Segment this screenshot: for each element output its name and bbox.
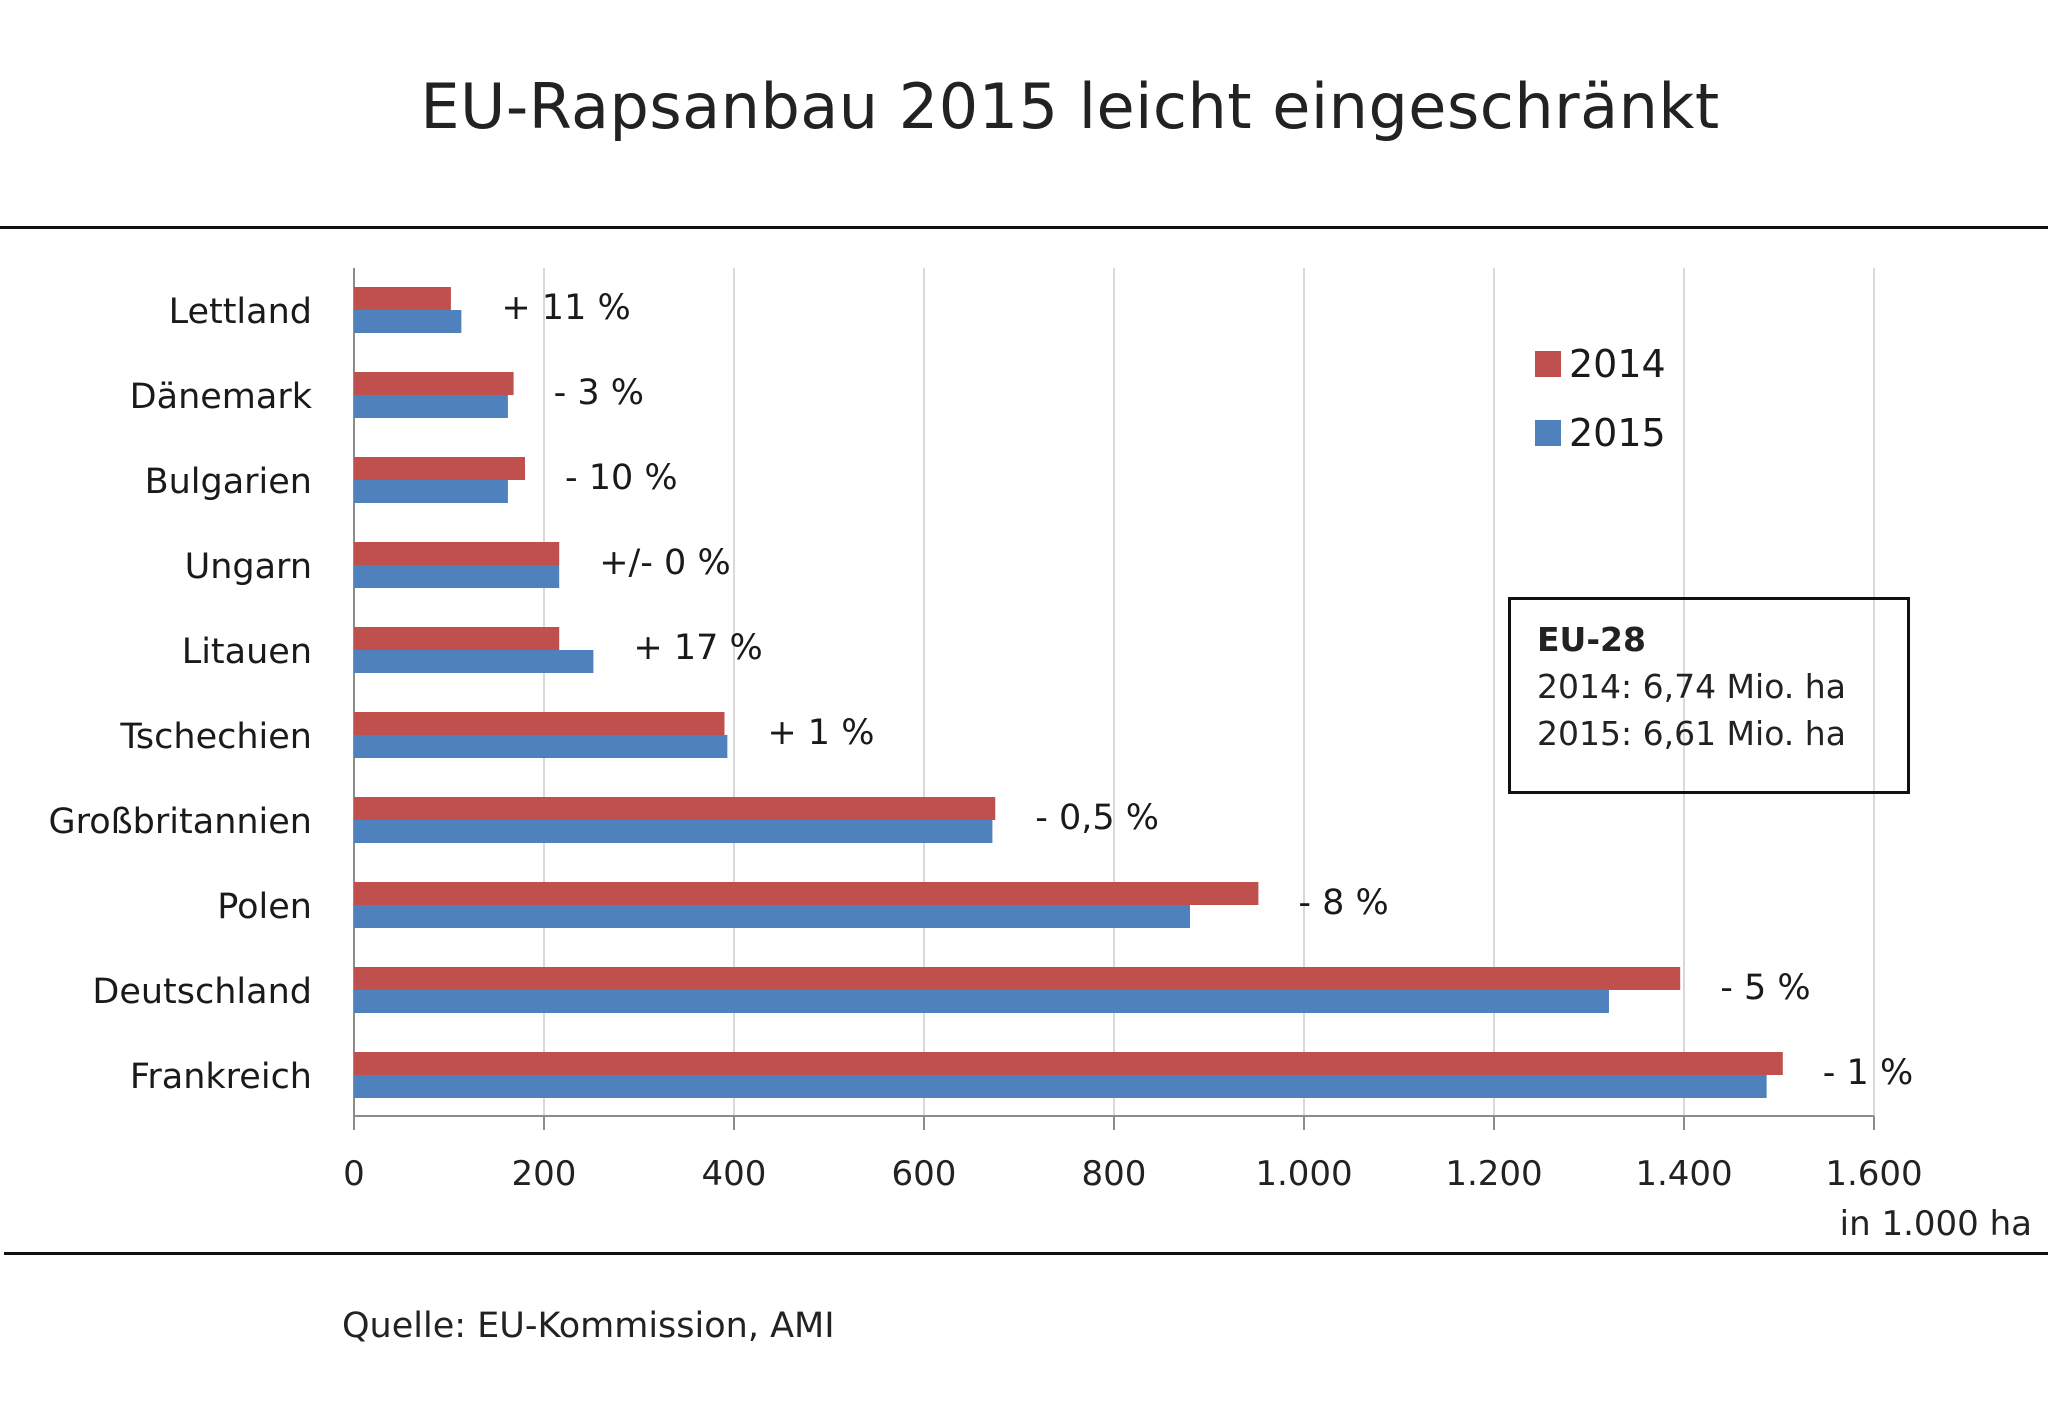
bar-2015 [354, 990, 1609, 1013]
x-tick-label: 1.400 [1635, 1154, 1732, 1194]
bar-2014 [354, 712, 725, 735]
bar-2014 [354, 287, 451, 310]
bar-2014 [354, 967, 1681, 990]
x-tick-label: 200 [512, 1154, 577, 1194]
x-tick-label: 1.200 [1445, 1154, 1542, 1194]
bar-2015 [354, 565, 560, 588]
x-tick-label: 0 [343, 1154, 365, 1194]
bar-2015 [354, 1075, 1767, 1098]
bar-2015 [354, 905, 1190, 928]
bar-2014 [354, 627, 560, 650]
category-label: Lettland [169, 292, 312, 332]
category-label: Ungarn [185, 547, 312, 587]
legend-swatch-2014 [1535, 351, 1561, 377]
info-heading: EU-28 [1537, 620, 1646, 659]
legend-item-2015: 2015 [1535, 411, 1666, 455]
legend-item-2014: 2014 [1535, 342, 1666, 386]
category-label: Frankreich [130, 1057, 312, 1097]
bar-2014 [354, 542, 560, 565]
bar-2015 [354, 310, 462, 333]
change-annotation: - 3 % [554, 373, 644, 413]
change-annotation: + 17 % [633, 628, 762, 668]
change-annotation: +/- 0 % [599, 543, 731, 583]
change-annotation: + 11 % [501, 288, 630, 328]
change-annotation: - 10 % [565, 458, 678, 498]
category-label: Deutschland [92, 972, 312, 1012]
legend-swatch-2015 [1535, 420, 1561, 446]
category-label: Großbritannien [48, 802, 312, 842]
x-tick-label: 400 [702, 1154, 767, 1194]
change-annotation: - 8 % [1298, 883, 1388, 923]
chart-title: EU-Rapsanbau 2015 leicht eingeschränkt [420, 70, 1720, 143]
x-tick-label: 1.600 [1825, 1154, 1922, 1194]
bar-2014 [354, 797, 996, 820]
x-tick-label: 1.000 [1255, 1154, 1352, 1194]
bar-2015 [354, 650, 594, 673]
x-tick-label: 600 [892, 1154, 957, 1194]
info-line-2015: 2015: 6,61 Mio. ha [1537, 714, 1846, 753]
category-label: Dänemark [130, 377, 313, 417]
bar-2014 [354, 457, 525, 480]
change-annotation: + 1 % [767, 713, 874, 753]
category-label: Tschechien [119, 717, 312, 757]
change-annotation: - 1 % [1823, 1053, 1913, 1093]
bar-2015 [354, 820, 993, 843]
legend-label-2015: 2015 [1569, 411, 1666, 455]
bar-2014 [354, 882, 1259, 905]
top-rule [0, 226, 2048, 229]
bar-2015 [354, 480, 508, 503]
bar-2015 [354, 735, 728, 758]
bar-2014 [354, 1052, 1783, 1075]
source-note: Quelle: EU-Kommission, AMI [342, 1306, 835, 1346]
bar-2014 [354, 372, 514, 395]
category-label: Bulgarien [145, 462, 312, 502]
bottom-rule [4, 1252, 2048, 1255]
change-annotation: - 0,5 % [1035, 798, 1159, 838]
x-tick-label: 800 [1082, 1154, 1147, 1194]
category-label: Polen [217, 887, 312, 927]
bar-2015 [354, 395, 508, 418]
legend-label-2014: 2014 [1569, 342, 1666, 386]
bar-chart: 0 200 400 600 800 1.000 1.200 1.400 1.600 Lettlan… [48, 268, 1923, 1194]
category-label: Litauen [182, 632, 312, 672]
x-axis-unit-label: in 1.000 ha [1839, 1204, 2032, 1244]
eu28-info-box: EU-28 2014: 6,74 Mio. ha 2015: 6,61 Mio.… [1508, 597, 1910, 794]
change-annotation: - 5 % [1720, 968, 1810, 1008]
info-line-2014: 2014: 6,74 Mio. ha [1537, 667, 1846, 706]
